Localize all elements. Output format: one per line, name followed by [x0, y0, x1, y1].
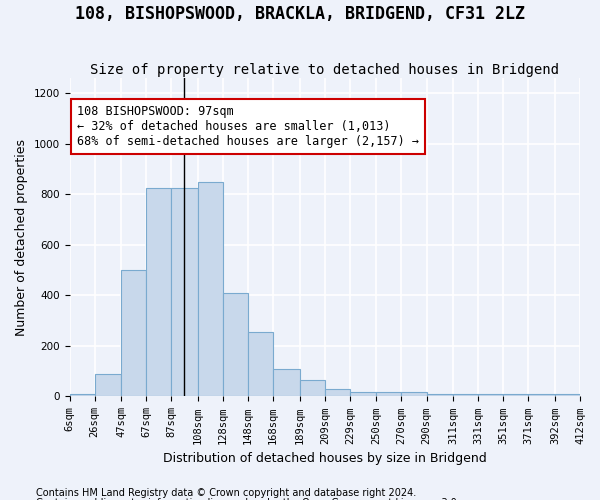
Bar — [478, 394, 503, 396]
Bar — [172, 188, 198, 396]
Bar — [146, 188, 172, 396]
Y-axis label: Number of detached properties: Number of detached properties — [15, 139, 28, 336]
Bar — [529, 394, 555, 396]
Bar — [503, 394, 529, 396]
Bar — [198, 182, 223, 396]
Bar — [223, 293, 248, 397]
Text: 108, BISHOPSWOOD, BRACKLA, BRIDGEND, CF31 2LZ: 108, BISHOPSWOOD, BRACKLA, BRIDGEND, CF3… — [75, 5, 525, 23]
Text: Contains HM Land Registry data © Crown copyright and database right 2024.: Contains HM Land Registry data © Crown c… — [36, 488, 416, 498]
Text: Contains public sector information licensed under the Open Government Licence v3: Contains public sector information licen… — [36, 498, 460, 500]
Bar — [95, 374, 121, 396]
Bar — [401, 392, 427, 396]
X-axis label: Distribution of detached houses by size in Bridgend: Distribution of detached houses by size … — [163, 452, 487, 465]
Bar — [299, 380, 325, 396]
Bar — [453, 394, 478, 396]
Bar — [325, 389, 350, 396]
Title: Size of property relative to detached houses in Bridgend: Size of property relative to detached ho… — [90, 63, 559, 77]
Bar — [121, 270, 146, 396]
Bar — [248, 332, 273, 396]
Text: 108 BISHOPSWOOD: 97sqm
← 32% of detached houses are smaller (1,013)
68% of semi-: 108 BISHOPSWOOD: 97sqm ← 32% of detached… — [77, 104, 419, 148]
Bar — [376, 392, 401, 396]
Bar — [70, 394, 95, 396]
Bar — [350, 392, 376, 396]
Bar — [273, 368, 299, 396]
Bar — [555, 394, 580, 396]
Bar — [427, 394, 453, 396]
